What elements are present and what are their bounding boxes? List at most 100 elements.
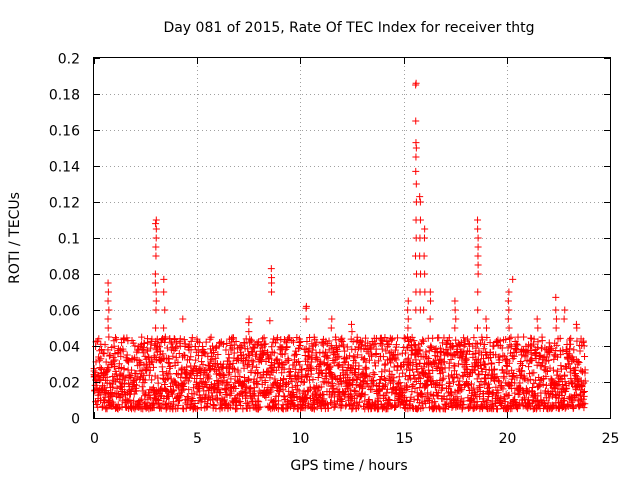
data-point <box>254 397 262 405</box>
y-tick-label: 0.18 <box>49 88 80 104</box>
data-point <box>105 352 113 360</box>
data-point <box>410 395 418 403</box>
data-point <box>570 346 578 354</box>
data-point <box>431 398 439 406</box>
data-point-spike <box>152 216 160 224</box>
data-point <box>419 404 427 412</box>
data-point <box>416 346 424 354</box>
data-point-spike <box>474 234 482 242</box>
data-point <box>565 350 573 358</box>
x-tick-label: 25 <box>602 431 620 447</box>
data-point <box>493 405 501 413</box>
data-point <box>215 384 223 392</box>
data-point <box>343 343 351 351</box>
data-point <box>518 367 526 375</box>
data-point <box>234 356 242 364</box>
data-point <box>247 336 255 344</box>
data-point <box>346 352 354 360</box>
data-point <box>377 375 385 383</box>
data-point <box>458 405 466 413</box>
data-point <box>456 387 464 395</box>
data-point <box>112 335 120 343</box>
data-point <box>553 371 561 379</box>
data-point <box>258 380 266 388</box>
data-point <box>199 342 207 350</box>
data-point <box>251 344 259 352</box>
axis-ticks: 0 5 10 15 20 25 0 0.02 0.04 0.06 0.08 0.1 0.12 0.14 0.… <box>49 52 620 448</box>
data-point <box>563 384 571 392</box>
data-point <box>483 334 491 342</box>
data-point <box>247 367 255 375</box>
data-point <box>194 337 202 345</box>
data-point <box>170 387 178 395</box>
data-point <box>138 395 146 403</box>
data-point <box>120 365 128 373</box>
data-point <box>452 370 460 378</box>
data-point <box>346 400 354 408</box>
data-point <box>117 352 125 360</box>
data-point <box>329 384 337 392</box>
data-point-spike <box>572 320 580 328</box>
x-tick-label: 5 <box>193 431 202 447</box>
data-point <box>219 360 227 368</box>
data-point <box>287 375 295 383</box>
data-point <box>507 379 515 387</box>
data-point <box>567 375 575 383</box>
data-point <box>419 336 427 344</box>
data-point <box>96 391 104 399</box>
data-point <box>441 404 449 412</box>
data-point <box>490 342 498 350</box>
data-point <box>465 372 473 380</box>
data-point <box>296 341 304 349</box>
data-point <box>148 399 156 407</box>
data-point-spike <box>160 288 168 296</box>
data-point <box>191 399 199 407</box>
data-point <box>334 347 342 355</box>
data-point <box>356 382 364 390</box>
data-point <box>354 403 362 411</box>
data-point <box>150 363 158 371</box>
data-point <box>172 344 180 352</box>
data-point <box>567 340 575 348</box>
data-point <box>499 385 507 393</box>
data-point <box>141 376 149 384</box>
data-point <box>303 394 311 402</box>
data-point <box>397 384 405 392</box>
data-point <box>460 401 468 409</box>
data-point <box>494 389 502 397</box>
data-point <box>234 368 242 376</box>
data-point <box>486 384 494 392</box>
data-point <box>566 336 574 344</box>
data-point <box>354 351 362 359</box>
data-point <box>480 345 488 353</box>
data-point <box>111 363 119 371</box>
data-point <box>214 350 222 358</box>
data-point <box>581 366 589 374</box>
data-point <box>328 344 336 352</box>
data-point <box>338 337 346 345</box>
data-point <box>443 396 451 404</box>
data-point <box>470 366 478 374</box>
data-point-spike <box>302 302 310 310</box>
data-point <box>553 341 561 349</box>
data-point <box>326 362 334 370</box>
data-point <box>365 356 373 364</box>
data-point <box>199 361 207 369</box>
data-point <box>283 344 291 352</box>
data-point-spike <box>421 225 429 233</box>
data-point <box>330 359 338 367</box>
data-point <box>157 404 165 412</box>
y-tick-label: 0.14 <box>49 160 80 176</box>
data-point <box>172 338 180 346</box>
data-point <box>512 345 520 353</box>
data-point <box>168 340 176 348</box>
data-point <box>449 343 457 351</box>
data-point <box>163 403 171 411</box>
data-point-spike <box>151 270 159 278</box>
data-point <box>527 334 535 342</box>
data-point <box>281 350 289 358</box>
data-point-spike <box>474 261 482 269</box>
data-point <box>99 349 107 357</box>
data-point <box>499 366 507 374</box>
data-point <box>226 368 234 376</box>
